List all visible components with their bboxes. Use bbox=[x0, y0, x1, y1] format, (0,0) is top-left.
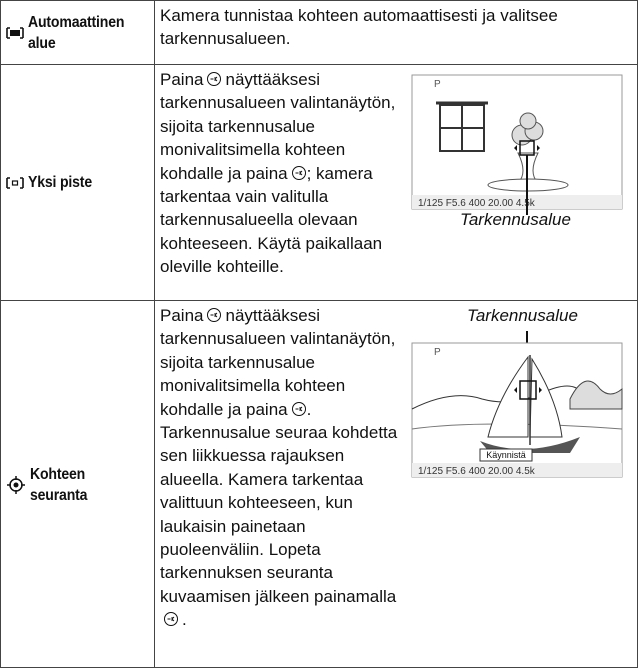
label-cell: Yksi piste bbox=[0, 65, 155, 300]
label-cell: Kohteen seuranta bbox=[0, 301, 155, 668]
description-text: näyttääksesi tarkennusalueen valintanäyt… bbox=[160, 70, 396, 183]
description-text: Paina bbox=[160, 70, 204, 89]
ok-button-icon bbox=[164, 612, 178, 627]
camera-screen-illustration: P 1/125 F5.6 400 20.00 4.5k bbox=[411, 74, 623, 215]
illustration-caption: Tarkennusalue bbox=[460, 210, 571, 229]
shooting-mode: P bbox=[434, 347, 441, 358]
mode-icon bbox=[6, 26, 24, 39]
row-label: Yksi piste bbox=[28, 174, 92, 191]
shooting-mode: P bbox=[434, 79, 441, 90]
description-text: näyttääksesi tarkennusalueen valintanäyt… bbox=[160, 306, 396, 419]
table-row: Yksi piste Paina näyttääksesi tarkennusal… bbox=[0, 64, 638, 300]
ok-button-icon bbox=[291, 401, 306, 416]
mode-icon bbox=[7, 475, 25, 494]
row-label: Kohteen seuranta bbox=[30, 465, 88, 504]
table-row: Automaattinen alue Kamera tunnistaa koht… bbox=[0, 0, 638, 64]
description-cell: Paina näyttääksesi tarkennusalueen valint… bbox=[160, 301, 638, 668]
label-cell: Automaattinen alue bbox=[0, 1, 155, 64]
table-row: Kohteen seuranta Paina näyttääksesi tarke… bbox=[0, 300, 638, 668]
ok-button-icon bbox=[291, 165, 306, 180]
description-text: Kamera tunnistaa kohteen automaattisesti… bbox=[160, 6, 558, 49]
description-text: . bbox=[182, 610, 187, 630]
description-text: ; kamera tarkentaa vain valitulla tarken… bbox=[160, 163, 383, 277]
row-label: Automaattinen alue bbox=[28, 13, 125, 52]
description-cell: Paina näyttääksesi tarkennusalueen valint… bbox=[160, 65, 638, 300]
camera-screen-illustration: P Käynnistä 1/125 F5.6 400 20.00 4.5k bbox=[411, 331, 623, 478]
description-cell: Kamera tunnistaa kohteen automaattisesti… bbox=[160, 1, 638, 64]
status-bar: 1/125 F5.6 400 20.00 4.5k bbox=[418, 198, 536, 209]
description-text: Paina bbox=[160, 306, 204, 325]
status-bar: 1/125 F5.6 400 20.00 4.5k bbox=[418, 466, 536, 477]
mode-icon bbox=[6, 176, 24, 189]
ok-button-icon bbox=[207, 72, 222, 86]
ok-button-icon bbox=[207, 308, 222, 322]
start-button: Käynnistä bbox=[486, 450, 526, 460]
illustration-caption: Tarkennusalue bbox=[467, 306, 578, 325]
description-text: . Tarkennusalue seuraa kohdetta sen liik… bbox=[160, 399, 398, 606]
